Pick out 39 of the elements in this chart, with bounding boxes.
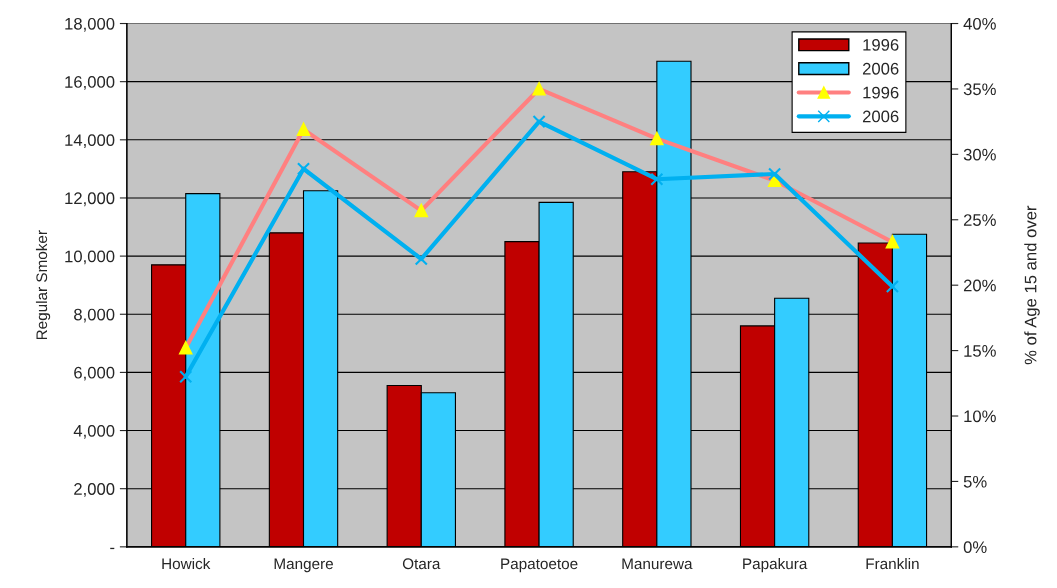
y-tick-label: 18,000: [65, 17, 115, 32]
point: [179, 370, 193, 384]
y-tick-label: 2,000: [74, 483, 115, 497]
legend-label: 1996: [863, 38, 899, 51]
y2-tick-label: 25%: [963, 214, 996, 226]
y-tick-label: 8,000: [74, 308, 115, 323]
y2-tick-label: 40%: [963, 17, 996, 30]
point: [650, 172, 664, 186]
legend-label: 1996: [863, 86, 899, 99]
y2-tick-label: 10%: [964, 410, 996, 423]
point: [414, 252, 428, 266]
y-tick-label: 12,000: [65, 192, 115, 207]
x-tick-label: Franklin: [866, 557, 919, 570]
point: [532, 115, 546, 129]
y-tick-label: 10,000: [65, 250, 115, 265]
legend-label: 2006: [862, 62, 899, 75]
y2-tick-label: 30%: [963, 148, 996, 161]
x-tick-label: Howick: [162, 557, 211, 570]
x-tick-label: Papakura: [743, 557, 808, 573]
y2-tick-label: 5%: [963, 475, 987, 488]
y2-axis-title: % of Age 15 and over: [1024, 205, 1040, 365]
legend-label: 2006: [862, 110, 899, 123]
y-tick-label: 4,000: [73, 424, 115, 439]
y-tick-label: 16,000: [65, 76, 115, 90]
point: [296, 162, 311, 176]
y2-tick-label: 20%: [963, 279, 996, 292]
x-tick-label: Papatoetoe: [501, 558, 578, 573]
x-tick-label: Otara: [402, 558, 441, 570]
x-tick-label: Mangere: [274, 558, 333, 573]
x-tick-label: Manurewa: [622, 558, 693, 570]
y-tick-label: 14,000: [65, 134, 115, 148]
y-tick-label: -: [110, 547, 115, 550]
y2-tick-label: 15%: [964, 345, 996, 357]
y2-tick-label: 35%: [963, 83, 996, 96]
y2-tick-label: 0%: [963, 541, 987, 554]
y-tick-label: 6,000: [74, 366, 115, 381]
y-axis-title: Regular Smoker: [35, 230, 51, 340]
point: [768, 167, 782, 181]
point: [885, 279, 900, 294]
